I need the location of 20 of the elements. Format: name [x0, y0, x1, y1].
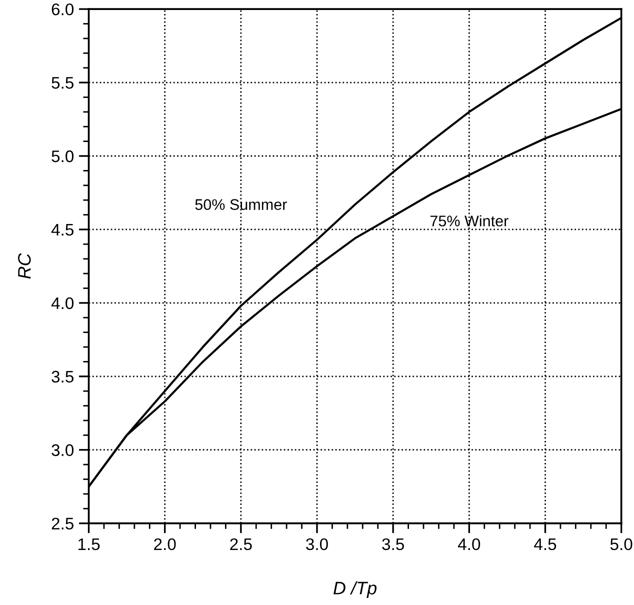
x-tick-label: 3.5: [382, 538, 404, 550]
y-tick-label: 5.5: [52, 77, 74, 89]
y-tick-label: 4.5: [51, 224, 74, 236]
x-tick-label: 2.5: [230, 538, 252, 550]
text: 50% Summer: [195, 199, 287, 210]
y-tick-label: 5.0: [52, 150, 74, 162]
x-tick-label: 1.5: [78, 538, 100, 550]
x-tick-label: 4.0: [458, 538, 480, 550]
y-tick-label: 3.5: [52, 370, 74, 383]
x-tick-label: 3.0: [306, 538, 328, 550]
y-tick-label: 2.5: [52, 518, 74, 530]
series-label: 75% Winter: [430, 215, 508, 226]
y-tick-label: 3.0: [52, 444, 74, 456]
y-tick-label: 4.0: [51, 297, 74, 310]
y-axis-title: RC: [18, 253, 31, 279]
y-tick-label: 6.0: [52, 3, 74, 16]
x-axis-title: D /Tp: [334, 581, 377, 598]
x-tick-label: 5.0: [610, 538, 632, 550]
x-tick-label: 2.0: [154, 538, 176, 550]
x-tick-label: 4.5: [534, 538, 556, 550]
